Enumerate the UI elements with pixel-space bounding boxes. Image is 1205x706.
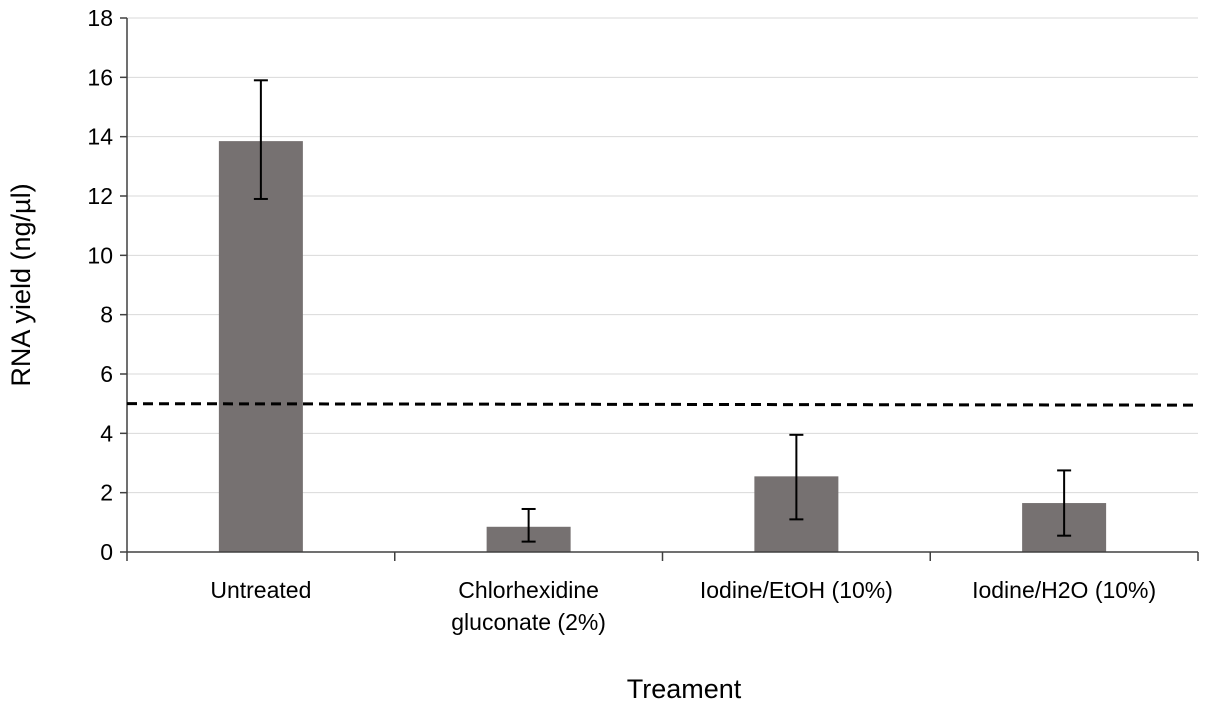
y-tick-label: 18 (87, 5, 113, 31)
y-tick-label: 14 (87, 124, 113, 150)
y-tick-label: 16 (87, 64, 113, 90)
y-tick-label: 8 (100, 302, 113, 328)
x-tick-label: Chlorhexidine (458, 577, 599, 603)
gridlines (127, 17, 1198, 494)
y-tick-labels: 0 2 4 6 8 10 12 14 16 18 (87, 5, 113, 565)
x-tick-label: Iodine/H2O (10%) (972, 577, 1156, 603)
y-tick-label: 10 (87, 242, 113, 268)
x-tick-label: Untreated (210, 577, 311, 603)
bar (218, 141, 303, 552)
x-axis-title: Treament (627, 674, 742, 704)
axes (120, 17, 1199, 561)
y-tick-label: 2 (100, 480, 113, 506)
y-tick-label: 4 (100, 420, 113, 446)
x-tick-labels: Untreated Chlorhexidine gluconate (2%) Iodi… (210, 577, 1156, 635)
x-tick-label: gluconate (2%) (451, 609, 606, 635)
error-bars (253, 79, 1072, 543)
y-tick-label: 6 (100, 361, 113, 387)
y-axis-title: RNA yield (ng/µl) (6, 183, 36, 386)
y-tick-label: 12 (87, 183, 113, 209)
threshold-line (126, 402, 1199, 407)
threshold-dashed-line (126, 402, 1199, 407)
x-tick-label: Iodine/EtOH (10%) (700, 577, 893, 603)
y-tick-label: 0 (100, 539, 113, 565)
bars (218, 141, 1107, 552)
